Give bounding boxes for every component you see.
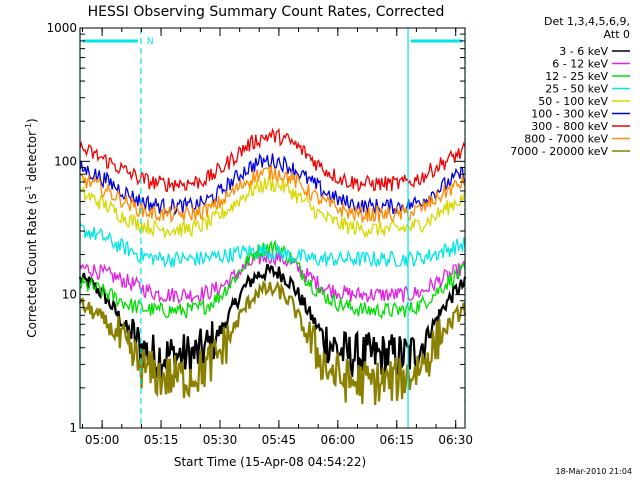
y-axis-label: Corrected Count Rate (s-1 detector-1) [24,118,39,337]
legend-label-8: 7000 - 20000 keV [510,145,608,158]
y-tick-label-2: 100 [54,154,77,168]
series-layer [78,127,467,405]
legend-label-2: 12 - 25 keV [545,70,608,83]
legend-label-4: 50 - 100 keV [538,95,608,108]
legend-label-5: 100 - 300 keV [531,108,608,121]
series-line-6 [79,127,466,193]
series-line-7 [79,164,466,224]
x-tick-label-0: 05:00 [85,433,120,447]
legend-label-3: 25 - 50 keV [545,83,608,96]
chart-title: HESSI Observing Summary Count Rates, Cor… [88,4,445,20]
night-label: N [147,37,154,47]
x-tick-label-3: 05:45 [262,433,297,447]
x-tick-label-5: 06:15 [379,433,414,447]
legend-label-0: 3 - 6 keV [559,45,608,58]
x-tick-label-2: 05:30 [203,433,238,447]
legend-label-7: 800 - 7000 keV [524,133,608,146]
x-tick-label-4: 06:00 [321,433,356,447]
x-tick-label-1: 05:15 [144,433,179,447]
y-tick-label-0: 1 [69,421,77,435]
legend-header-detectors: Det 1,3,4,5,6,9, [544,15,630,28]
legend-header-attenuator: Att 0 [604,28,630,41]
legend-label-6: 300 - 800 keV [531,120,608,133]
series-line-5 [79,152,466,216]
series-line-3 [79,222,466,269]
y-tick-label-1: 10 [62,288,77,302]
legend-label-1: 6 - 12 keV [552,58,608,71]
series-line-8 [78,280,467,405]
footer-timestamp: 18-Mar-2010 21:04 [556,467,633,476]
y-tick-label-3: 1000 [46,21,77,35]
series-line-0 [78,263,467,379]
x-tick-label-6: 06:30 [438,433,473,447]
x-axis-label: Start Time (15-Apr-08 04:54:22) [174,455,366,469]
plot-frame [79,27,466,429]
axes: 1 10 100 1000 05:00 05:15 05:30 05:45 06:00 06:15… [46,21,473,447]
